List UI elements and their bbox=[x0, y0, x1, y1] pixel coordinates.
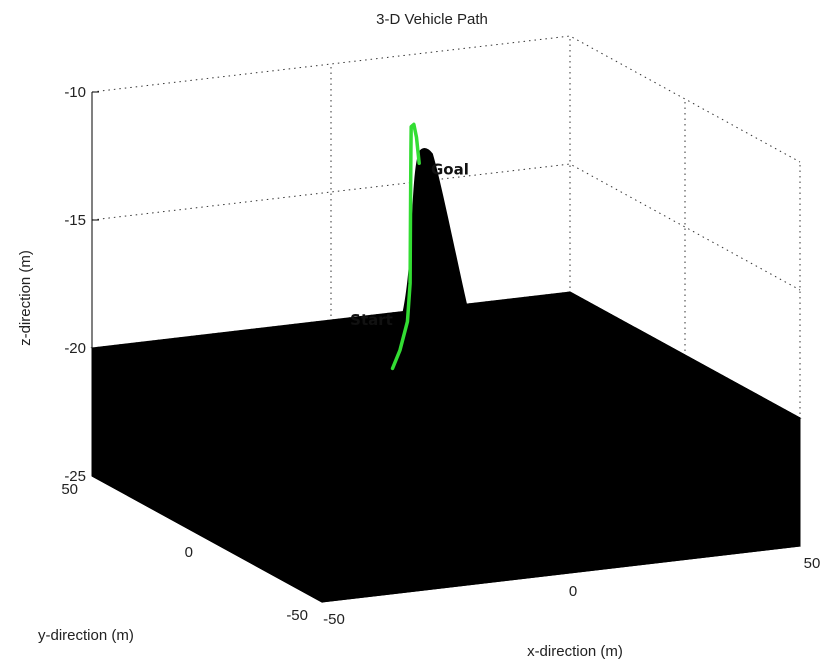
surface-right-face bbox=[569, 291, 801, 547]
z-tick-label: -25 bbox=[64, 468, 86, 485]
x-tick-label: 50 bbox=[804, 555, 821, 572]
x-tick-label: -50 bbox=[323, 611, 345, 628]
annotation-start: Start bbox=[350, 311, 393, 329]
surface-peak bbox=[378, 148, 513, 359]
z-tick-label: -10 bbox=[64, 84, 86, 101]
x-tick-label: 0 bbox=[569, 583, 577, 600]
gridline-z bbox=[91, 163, 801, 291]
annotation-goal: Goal bbox=[431, 160, 469, 178]
x-axis-label: x-direction (m) bbox=[527, 643, 623, 660]
y-tick-label: 50 bbox=[61, 481, 78, 498]
vehicle-path bbox=[390, 122, 421, 371]
z-axis-label: z-direction (m) bbox=[17, 250, 34, 346]
z-tick-label: -15 bbox=[64, 212, 86, 229]
z-tick-label: -20 bbox=[64, 340, 86, 357]
y-axis-label: y-direction (m) bbox=[38, 627, 134, 644]
chart-title: 3-D Vehicle Path bbox=[376, 11, 488, 28]
terrain-surface bbox=[90, 148, 802, 603]
vehicle-path-line bbox=[390, 122, 421, 371]
surface-left-face bbox=[91, 347, 323, 603]
y-tick-label: -50 bbox=[286, 607, 308, 624]
gridline-z bbox=[91, 35, 801, 163]
axes-labels: 3-D Vehicle Path x-direction (m) y-direc… bbox=[17, 11, 820, 660]
y-tick-label: 0 bbox=[185, 544, 193, 561]
